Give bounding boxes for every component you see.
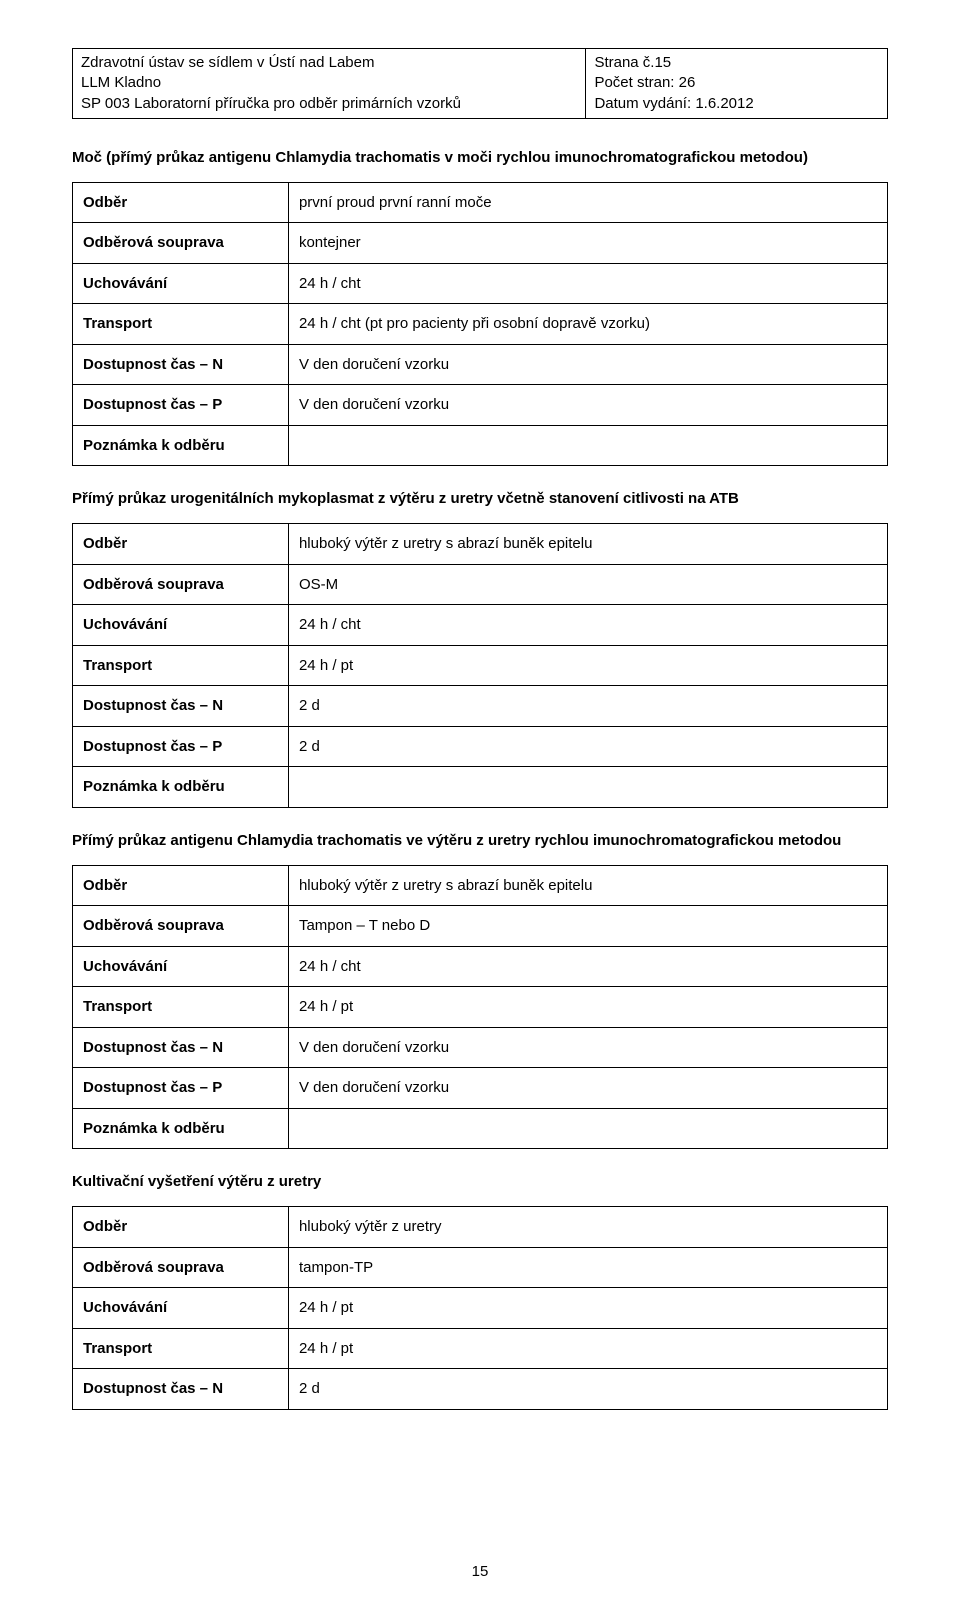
row-label: Odběr	[73, 865, 289, 906]
row-label: Odběr	[73, 524, 289, 565]
row-value: hluboký výtěr z uretry s abrazí buněk ep…	[288, 865, 887, 906]
document-header-table: Zdravotní ústav se sídlem v Ústí nad Lab…	[72, 48, 888, 119]
table-row: Odběr hluboký výtěr z uretry s abrazí bu…	[73, 524, 888, 565]
row-value: 24 h / pt	[288, 645, 887, 686]
table-row: Dostupnost čas – P V den doručení vzorku	[73, 1068, 888, 1109]
row-value: 2 d	[288, 1369, 887, 1410]
table-row: Dostupnost čas – P 2 d	[73, 726, 888, 767]
row-value: 2 d	[288, 726, 887, 767]
row-value: kontejner	[288, 223, 887, 264]
row-value: 2 d	[288, 686, 887, 727]
page-number: 15	[0, 1563, 960, 1580]
table-row: Dostupnost čas – P V den doručení vzorku	[73, 385, 888, 426]
row-value: 24 h / cht (pt pro pacienty při osobní d…	[288, 304, 887, 345]
row-value	[288, 767, 887, 808]
row-label: Poznámka k odběru	[73, 767, 289, 808]
section-title: Přímý průkaz antigenu Chlamydia trachoma…	[72, 830, 888, 851]
table-row: Transport 24 h / pt	[73, 1328, 888, 1369]
row-label: Dostupnost čas – P	[73, 385, 289, 426]
row-label: Transport	[73, 645, 289, 686]
header-dept: LLM Kladno	[81, 74, 161, 91]
section-title: Kultivační vyšetření výtěru z uretry	[72, 1171, 888, 1192]
header-left-cell: Zdravotní ústav se sídlem v Ústí nad Lab…	[73, 49, 586, 119]
table-row: Odběr hluboký výtěr z uretry s abrazí bu…	[73, 865, 888, 906]
table-row: Dostupnost čas – N V den doručení vzorku	[73, 1027, 888, 1068]
table-row: Odběr první proud první ranní moče	[73, 182, 888, 223]
document-page: Zdravotní ústav se sídlem v Ústí nad Lab…	[0, 0, 960, 1604]
row-label: Odběrová souprava	[73, 1247, 289, 1288]
row-value: první proud první ranní moče	[288, 182, 887, 223]
table-row: Transport 24 h / cht (pt pro pacienty př…	[73, 304, 888, 345]
table-row: Uchovávání 24 h / cht	[73, 946, 888, 987]
row-label: Uchovávání	[73, 1288, 289, 1329]
row-value: V den doručení vzorku	[288, 1027, 887, 1068]
table-row: Dostupnost čas – N 2 d	[73, 1369, 888, 1410]
row-value: hluboký výtěr z uretry	[288, 1207, 887, 1248]
data-table: Odběr první proud první ranní moče Odběr…	[72, 182, 888, 467]
data-table: Odběr hluboký výtěr z uretry s abrazí bu…	[72, 865, 888, 1150]
row-value: V den doručení vzorku	[288, 344, 887, 385]
table-row: Odběrová souprava tampon-TP	[73, 1247, 888, 1288]
table-row: Dostupnost čas – N V den doručení vzorku	[73, 344, 888, 385]
header-page-count: Počet stran: 26	[594, 74, 695, 91]
table-row: Uchovávání 24 h / cht	[73, 605, 888, 646]
header-date: Datum vydání: 1.6.2012	[594, 95, 753, 112]
table-row: Poznámka k odběru	[73, 1108, 888, 1149]
row-label: Uchovávání	[73, 946, 289, 987]
table-row: Uchovávání 24 h / pt	[73, 1288, 888, 1329]
header-page: Strana č.15	[594, 54, 671, 71]
row-label: Dostupnost čas – N	[73, 344, 289, 385]
header-inst-name: Zdravotní ústav se sídlem v Ústí nad Lab…	[81, 54, 374, 71]
table-row: Odběrová souprava Tampon – T nebo D	[73, 906, 888, 947]
data-table: Odběr hluboký výtěr z uretry s abrazí bu…	[72, 523, 888, 808]
row-value	[288, 1108, 887, 1149]
row-label: Dostupnost čas – P	[73, 1068, 289, 1109]
table-row: Odběr hluboký výtěr z uretry	[73, 1207, 888, 1248]
table-row: Uchovávání 24 h / cht	[73, 263, 888, 304]
table-row: Transport 24 h / pt	[73, 987, 888, 1028]
header-doc-title: SP 003 Laboratorní příručka pro odběr pr…	[81, 95, 461, 112]
row-value: 24 h / cht	[288, 605, 887, 646]
table-row: Odběrová souprava kontejner	[73, 223, 888, 264]
row-value: hluboký výtěr z uretry s abrazí buněk ep…	[288, 524, 887, 565]
row-label: Transport	[73, 304, 289, 345]
row-label: Dostupnost čas – N	[73, 1027, 289, 1068]
row-label: Transport	[73, 1328, 289, 1369]
row-label: Dostupnost čas – N	[73, 1369, 289, 1410]
row-value: tampon-TP	[288, 1247, 887, 1288]
row-label: Odběr	[73, 182, 289, 223]
row-value: OS-M	[288, 564, 887, 605]
row-label: Odběr	[73, 1207, 289, 1248]
row-label: Odběrová souprava	[73, 564, 289, 605]
row-label: Poznámka k odběru	[73, 1108, 289, 1149]
row-label: Uchovávání	[73, 263, 289, 304]
row-value: 24 h / pt	[288, 1328, 887, 1369]
row-value	[288, 425, 887, 466]
table-row: Odběrová souprava OS-M	[73, 564, 888, 605]
row-label: Poznámka k odběru	[73, 425, 289, 466]
row-label: Odběrová souprava	[73, 906, 289, 947]
row-value: 24 h / cht	[288, 946, 887, 987]
table-row: Transport 24 h / pt	[73, 645, 888, 686]
section-title: Přímý průkaz urogenitálních mykoplasmat …	[72, 488, 888, 509]
data-table: Odběr hluboký výtěr z uretry Odběrová so…	[72, 1206, 888, 1410]
row-label: Dostupnost čas – P	[73, 726, 289, 767]
table-row: Poznámka k odběru	[73, 767, 888, 808]
row-label: Transport	[73, 987, 289, 1028]
row-label: Odběrová souprava	[73, 223, 289, 264]
header-right-cell: Strana č.15 Počet stran: 26 Datum vydání…	[586, 49, 888, 119]
section-title: Moč (přímý průkaz antigenu Chlamydia tra…	[72, 147, 888, 168]
table-row: Dostupnost čas – N 2 d	[73, 686, 888, 727]
row-value: 24 h / pt	[288, 1288, 887, 1329]
row-value: Tampon – T nebo D	[288, 906, 887, 947]
row-label: Dostupnost čas – N	[73, 686, 289, 727]
row-value: V den doručení vzorku	[288, 385, 887, 426]
table-row: Poznámka k odběru	[73, 425, 888, 466]
row-label: Uchovávání	[73, 605, 289, 646]
row-value: V den doručení vzorku	[288, 1068, 887, 1109]
row-value: 24 h / pt	[288, 987, 887, 1028]
row-value: 24 h / cht	[288, 263, 887, 304]
